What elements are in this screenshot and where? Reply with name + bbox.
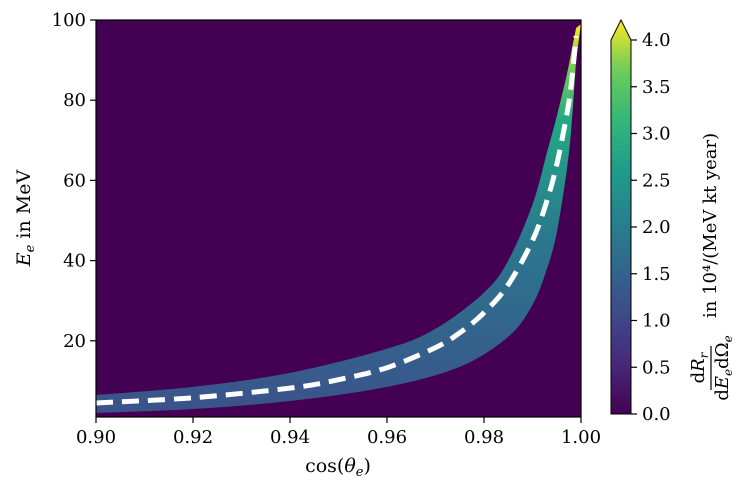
x-tick-label: 1.00	[561, 427, 601, 448]
colorbar-label: dRr dEedΩe in 10⁴/(MeV kt year)	[688, 133, 735, 401]
colorbar-tick-label: 2.0	[642, 217, 671, 238]
svg-text:dRr: dRr	[688, 351, 711, 383]
y-tick-label: 40	[63, 251, 86, 272]
plot-area	[95, 19, 582, 418]
dashed-curve	[96, 35, 579, 406]
y-tick-label: 80	[63, 90, 86, 111]
colorbar-tick-label: 3.0	[642, 124, 671, 145]
colorbar-tick-label: 4.0	[642, 30, 671, 51]
heatmap-background	[96, 20, 581, 417]
y-axis: 20 40 60 80 100	[52, 10, 96, 352]
colorbar-tick-label: 1.0	[642, 311, 671, 332]
y-tick-label: 60	[63, 170, 86, 191]
colorbar-gradient	[610, 18, 632, 415]
colorbar-tick-label: 0.0	[642, 404, 671, 425]
colorbar-tick-label: 0.5	[642, 357, 671, 378]
heatmap-band	[96, 24, 581, 413]
plot-frame	[95, 19, 582, 418]
svg-text:in 10⁴/(MeV kt year): in 10⁴/(MeV kt year)	[700, 133, 721, 318]
colorbar-tick-label: 3.5	[642, 77, 671, 98]
colorbar-tick-label: 2.5	[642, 170, 671, 191]
x-tick-label: 0.94	[270, 427, 310, 448]
svg-text:dEedΩe: dEedΩe	[712, 335, 735, 400]
colorbar-tick-label: 1.5	[642, 264, 671, 285]
x-tick-label: 0.96	[367, 427, 407, 448]
x-tick-label: 0.90	[76, 427, 116, 448]
x-tick-label: 0.98	[464, 427, 504, 448]
x-tick-label: 0.92	[173, 427, 213, 448]
y-tick-label: 20	[63, 331, 86, 352]
colorbar	[610, 18, 632, 415]
y-tick-label: 100	[52, 10, 86, 31]
x-axis: 0.90 0.92 0.94 0.96 0.98 1.00	[76, 417, 601, 448]
y-axis-label: Ee in MeV	[13, 170, 38, 268]
x-axis-label: cos(θe)	[305, 455, 371, 480]
colorbar-ticks: 0.0 0.5 1.0 1.5 2.0 2.5 3.0 3.5 4.0	[631, 30, 671, 425]
